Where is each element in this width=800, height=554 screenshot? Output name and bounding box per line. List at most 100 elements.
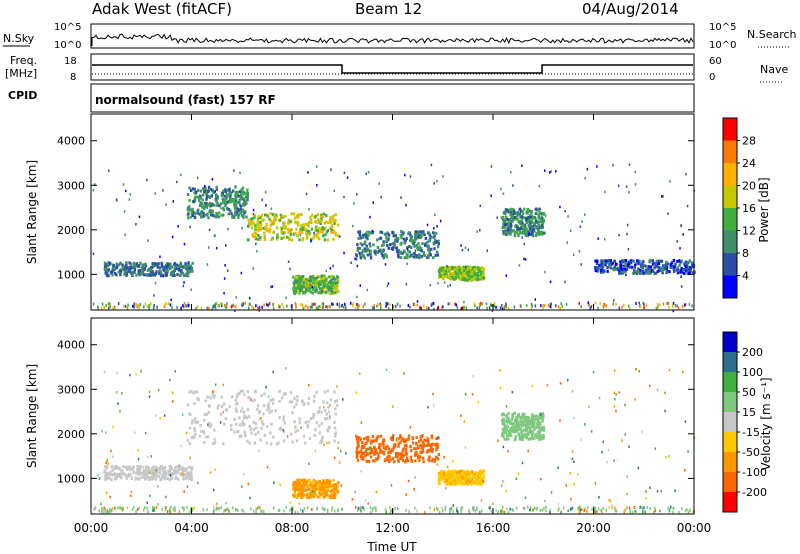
noise-cell <box>242 473 245 476</box>
scatter-cell <box>314 286 318 290</box>
clutter-cell <box>643 302 645 306</box>
clutter-cell <box>182 304 184 308</box>
scatter-cell <box>266 404 270 408</box>
noise-cell <box>350 261 352 265</box>
scatter-cell <box>520 231 523 235</box>
scatter-cell <box>230 427 233 431</box>
scatter-cell <box>215 203 219 207</box>
clutter-cell <box>615 509 618 513</box>
scatter-cell <box>602 269 605 273</box>
scatter-cell <box>365 436 368 440</box>
colorbar-segment <box>723 253 737 276</box>
scatter-cell <box>299 478 302 482</box>
noise-cell <box>171 235 174 239</box>
scatter-cell <box>504 427 507 431</box>
noise-cell <box>443 281 446 284</box>
scatter-cell <box>536 418 540 422</box>
scatter-cell <box>246 408 249 412</box>
scatter-cell <box>223 422 226 426</box>
clutter-cell <box>223 509 225 513</box>
scatter-cell <box>316 231 320 235</box>
scatter-cell <box>510 207 513 211</box>
noise-cell <box>223 277 226 280</box>
noise-cell <box>490 194 492 197</box>
noise-cell <box>626 232 628 236</box>
clutter-cell <box>615 302 617 306</box>
scatter-cell <box>416 246 419 250</box>
scatter-cell <box>292 212 296 216</box>
scatter-cell <box>243 414 246 418</box>
scatter-cell <box>682 268 685 272</box>
clutter-cell <box>667 301 670 305</box>
scatter-cell <box>332 286 336 290</box>
scatter-cell <box>462 471 465 475</box>
clutter-cell <box>153 304 155 308</box>
scatter-cell <box>246 192 250 196</box>
scatter-cell <box>233 417 236 421</box>
scatter-cell <box>613 268 616 272</box>
scatter-cell <box>641 269 645 273</box>
scatter-cell <box>468 271 472 275</box>
noise-cell <box>429 284 432 287</box>
scatter-cell <box>502 222 505 226</box>
clutter-cell <box>114 306 116 310</box>
scatter-cell <box>368 242 371 246</box>
scatter-cell <box>283 231 286 235</box>
scatter-cell <box>662 267 666 271</box>
clutter-cell <box>101 302 104 306</box>
scatter-cell <box>242 192 246 196</box>
scatter-cell <box>480 482 483 486</box>
scatter-cell <box>162 268 166 272</box>
scatter-cell <box>320 437 323 441</box>
scatter-cell <box>322 284 325 288</box>
scatter-cell <box>320 280 324 284</box>
scatter-cell <box>531 233 535 237</box>
scatter-cell <box>228 188 231 192</box>
scatter-cell <box>212 442 215 446</box>
scatter-cell <box>312 281 315 285</box>
scatter-cell <box>473 272 476 276</box>
scatter-cell <box>444 474 447 478</box>
scatter-cell <box>103 469 107 473</box>
scatter-cell <box>524 423 528 427</box>
noise-cell <box>521 236 523 239</box>
scatter-cell <box>537 415 541 419</box>
scatter-cell <box>462 269 466 273</box>
scatter-cell <box>297 488 300 492</box>
scatter-cell <box>401 251 404 255</box>
scatter-cell <box>333 400 337 404</box>
noise-cell <box>129 373 131 377</box>
scatter-cell <box>233 202 236 206</box>
clutter-cell <box>165 506 167 510</box>
scatter-cell <box>196 420 199 424</box>
scatter-cell <box>305 482 308 486</box>
noise-cell <box>557 502 560 506</box>
noise-cell <box>123 270 126 274</box>
scatter-cell <box>526 427 529 431</box>
scatter-cell <box>525 436 528 440</box>
scatter-cell <box>302 484 305 488</box>
scatter-cell <box>456 480 459 484</box>
clutter-cell <box>429 506 431 510</box>
scatter-cell <box>266 214 270 218</box>
scatter-cell <box>540 437 544 441</box>
velocity-ylabel: Slant Range [km] <box>25 364 39 468</box>
scatter-cell <box>361 254 365 258</box>
scatter-cell <box>321 435 324 439</box>
scatter-cell <box>619 269 622 273</box>
clutter-cell <box>423 304 425 308</box>
scatter-cell <box>444 269 448 273</box>
scatter-cell <box>402 237 406 241</box>
scatter-cell <box>402 447 405 451</box>
scatter-cell <box>332 291 335 295</box>
scatter-cell <box>225 193 229 197</box>
power-panel-frame <box>90 113 695 311</box>
scatter-cell <box>404 448 408 452</box>
scatter-cell <box>232 189 235 193</box>
clutter-cell <box>586 509 588 513</box>
noise-cell <box>227 200 229 204</box>
scatter-cell <box>437 473 441 477</box>
scatter-cell <box>472 475 475 479</box>
noise-cell <box>612 163 614 167</box>
scatter-cell <box>174 265 177 269</box>
